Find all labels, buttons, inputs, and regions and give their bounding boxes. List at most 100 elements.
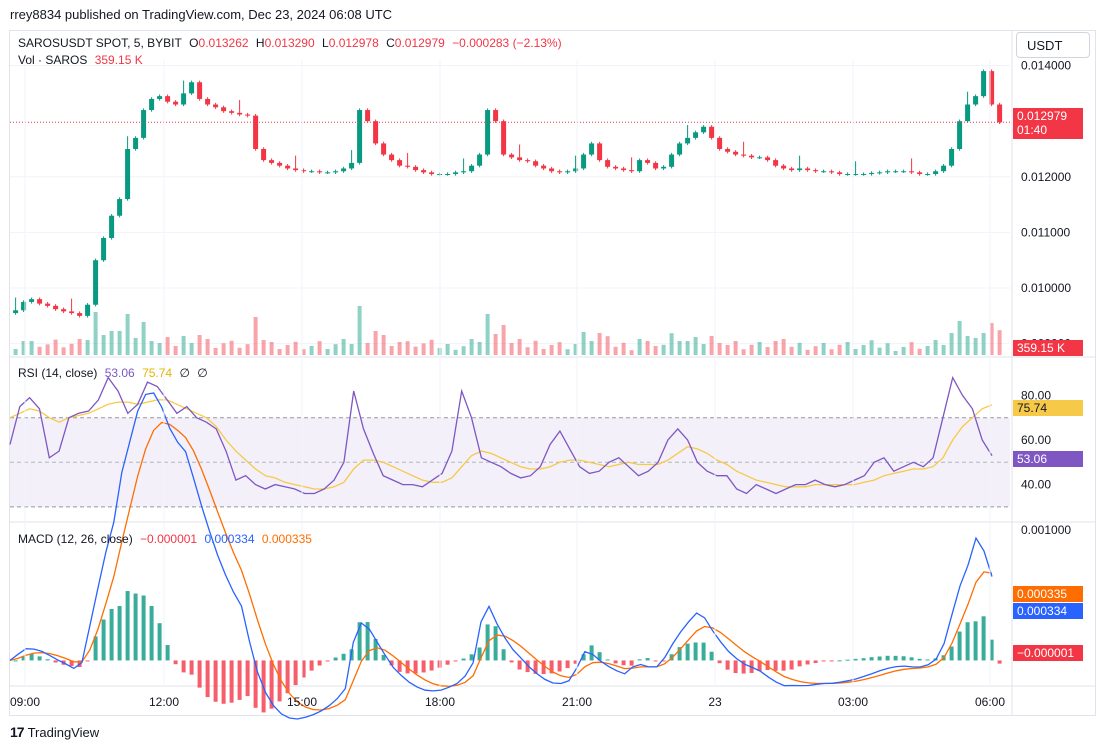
candle-body [709,126,715,138]
volume-bar [165,337,170,355]
macd-histogram-bar [445,660,450,665]
candle-body [757,157,763,159]
macd-histogram-bar [997,660,1002,664]
macd-histogram-bar [245,660,250,697]
candle-body [405,165,411,167]
macd-histogram-bar [149,605,154,661]
time-axis-tick-label: 09:00 [10,695,40,709]
macd-line [9,392,993,720]
volume-bar [373,331,378,355]
candle-body [245,114,251,116]
volume-bar [781,339,786,355]
candle-body [229,111,235,113]
currency-button[interactable]: USDT [1016,32,1090,58]
macd-histogram-bar [693,642,698,661]
macd-histogram-bar [829,660,834,662]
macd-histogram-bar [533,660,538,674]
candle-body [349,162,355,169]
volume-bar [357,306,362,355]
volume-bar [861,345,866,355]
volume-bar [965,336,970,355]
macd-histogram-bar [101,619,106,661]
volume-bar [773,341,778,355]
volume-bar [85,340,90,355]
macd-signal-tag: 0.000335 [1013,586,1083,602]
volume-bar [621,342,626,355]
candle-body [61,309,67,312]
macd-histogram-bar [957,631,962,661]
candle-body [669,154,675,167]
macd-histogram-bar [413,660,418,674]
macd-histogram-bar [389,660,394,666]
volume-bar [197,335,202,355]
rsi-value: 53.06 [104,366,135,380]
brand-name: TradingView [27,724,100,740]
macd-histogram-bar [709,651,714,661]
candle-body [861,174,867,176]
macd-histogram-bar [629,660,634,666]
candle-body [93,260,99,305]
volume-bar [485,314,490,355]
macd-histogram-bar [397,660,402,672]
volume-bar [557,342,562,355]
volume-bar [533,340,538,355]
candle-body [101,237,107,261]
candle-body [301,170,307,172]
macd-histogram-bar [293,660,298,686]
volume-label[interactable]: Vol · SAROS [18,53,88,67]
candle-body [253,115,259,149]
price-axis-tick-label: 0.011000 [1021,225,1070,239]
candle-body [285,165,291,169]
candle-body [853,174,859,176]
macd-axis-tick-label: 0.001000 [1021,523,1071,537]
volume-bar [157,343,162,355]
candle-body [477,154,483,166]
candle-body [885,171,891,173]
macd-histogram-bar [805,660,810,665]
volume-bar [941,345,946,355]
candle-body [365,110,371,122]
volume-bar [501,325,506,355]
volume-bar [917,348,922,355]
candle-body [149,98,155,111]
rsi-axis-tick-label: 80.00 [1021,388,1051,402]
volume-bar [133,338,138,355]
volume-bar [565,349,570,355]
macd-histogram-bar [477,647,482,661]
candle-body [509,154,515,158]
candle-body [637,160,643,172]
candle-body [421,170,427,173]
macd-histogram-bar [317,660,322,666]
macd-histogram-bar [205,660,210,698]
price-axis-tick-label: 0.010000 [1021,281,1071,295]
macd-histogram-bar [565,660,570,669]
volume-bar [517,339,522,355]
candle-body [773,160,779,166]
candle-body [413,166,419,171]
macd-histogram-bar [757,660,762,671]
rsi-line [9,375,993,495]
macd-hist-value: −0.000001 [140,532,198,546]
volume-bar [101,335,106,355]
tradingview-brand[interactable]: 17 TradingView [10,724,99,740]
macd-histogram-bar [253,660,258,708]
candle-body [317,171,323,173]
open-value: 0.013262 [198,36,249,50]
rsi-label[interactable]: RSI (14, close) [18,366,98,380]
candle-body [949,148,955,166]
macd-histogram-bar [733,660,738,674]
macd-label[interactable]: MACD (12, 26, close) [18,532,133,546]
volume-bar [597,333,602,355]
macd-histogram-bar [677,647,682,661]
symbol-name[interactable]: SAROSUSDT SPOT, 5, BYBIT [18,36,182,50]
candle-body [485,110,491,155]
hidden-value-icon: ∅ [179,366,190,380]
volume-bar [685,341,690,355]
candle-body [53,305,59,310]
macd-histogram-bar [237,660,242,700]
candle-body [197,82,203,99]
candle-body [589,143,595,155]
volume-bar [989,323,994,355]
macd-histogram-bar [597,652,602,661]
